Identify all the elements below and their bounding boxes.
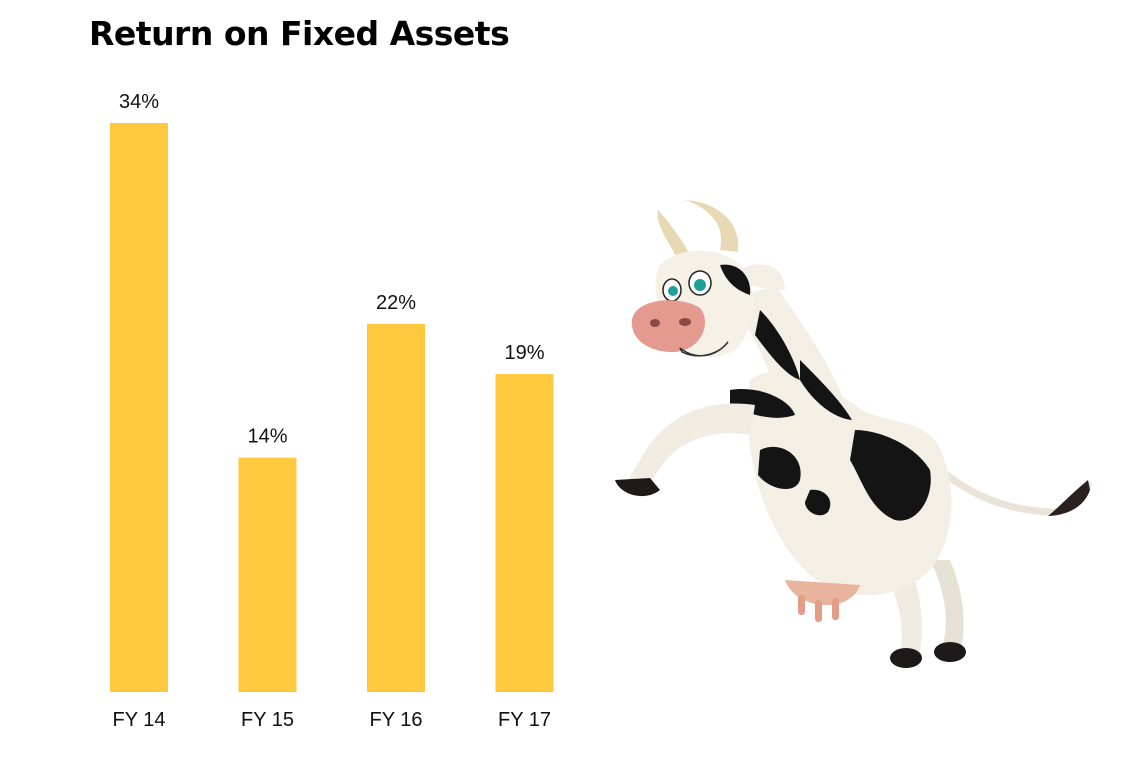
cow-spot (850, 430, 931, 521)
cow-spot (755, 310, 800, 380)
x-tick-label: FY 15 (241, 709, 294, 731)
cow-hoof (615, 478, 660, 497)
cow-spot (720, 264, 751, 295)
cow-nose (631, 300, 706, 353)
cow-back-leg (890, 580, 922, 660)
cow-spot (800, 360, 852, 420)
bar-chart: 34% 14% 22% 19% FY 14 FY 15 FY 16 FY 17 (110, 91, 554, 731)
cow-mouth (679, 341, 729, 357)
cow-pupil (694, 279, 706, 291)
chart-title: Return on Fixed Assets (89, 14, 510, 53)
cow-body (747, 371, 952, 596)
value-labels-group: 34% 14% 22% 19% (119, 91, 545, 448)
x-axis-tick-labels: FY 14 FY 15 FY 16 FY 17 (113, 709, 552, 731)
cartoon-cow-icon (615, 200, 1092, 668)
cow-teat (832, 598, 839, 620)
cow-nostril (679, 318, 691, 326)
bar-fy-17 (495, 374, 554, 692)
cow-hoof (934, 642, 966, 662)
cow-tail-tuft (1048, 480, 1090, 516)
bar-value-label: 34% (119, 91, 159, 113)
cow-nostril (650, 319, 660, 327)
cow-hoof (890, 648, 922, 668)
bar-fy-15 (238, 457, 297, 692)
bar-value-label: 14% (247, 426, 287, 448)
cow-horn (685, 200, 739, 252)
bar-fy-14 (110, 123, 168, 692)
bar-value-label: 19% (504, 342, 544, 364)
x-tick-label: FY 16 (370, 709, 423, 731)
bar-fy-16 (367, 323, 425, 692)
cow-back-leg (930, 560, 964, 652)
cow-ear (740, 264, 785, 290)
cow-pupil (668, 286, 678, 296)
bars-group (110, 123, 554, 692)
cow-spot (805, 489, 831, 516)
cow-horn (657, 210, 692, 260)
cow-teat (798, 595, 805, 615)
cow-teat (815, 600, 822, 622)
x-tick-label: FY 17 (498, 709, 551, 731)
cow-spot (758, 446, 801, 490)
x-tick-label: FY 14 (113, 709, 166, 731)
cow-front-leg (625, 403, 755, 490)
bar-value-label: 22% (376, 292, 416, 314)
